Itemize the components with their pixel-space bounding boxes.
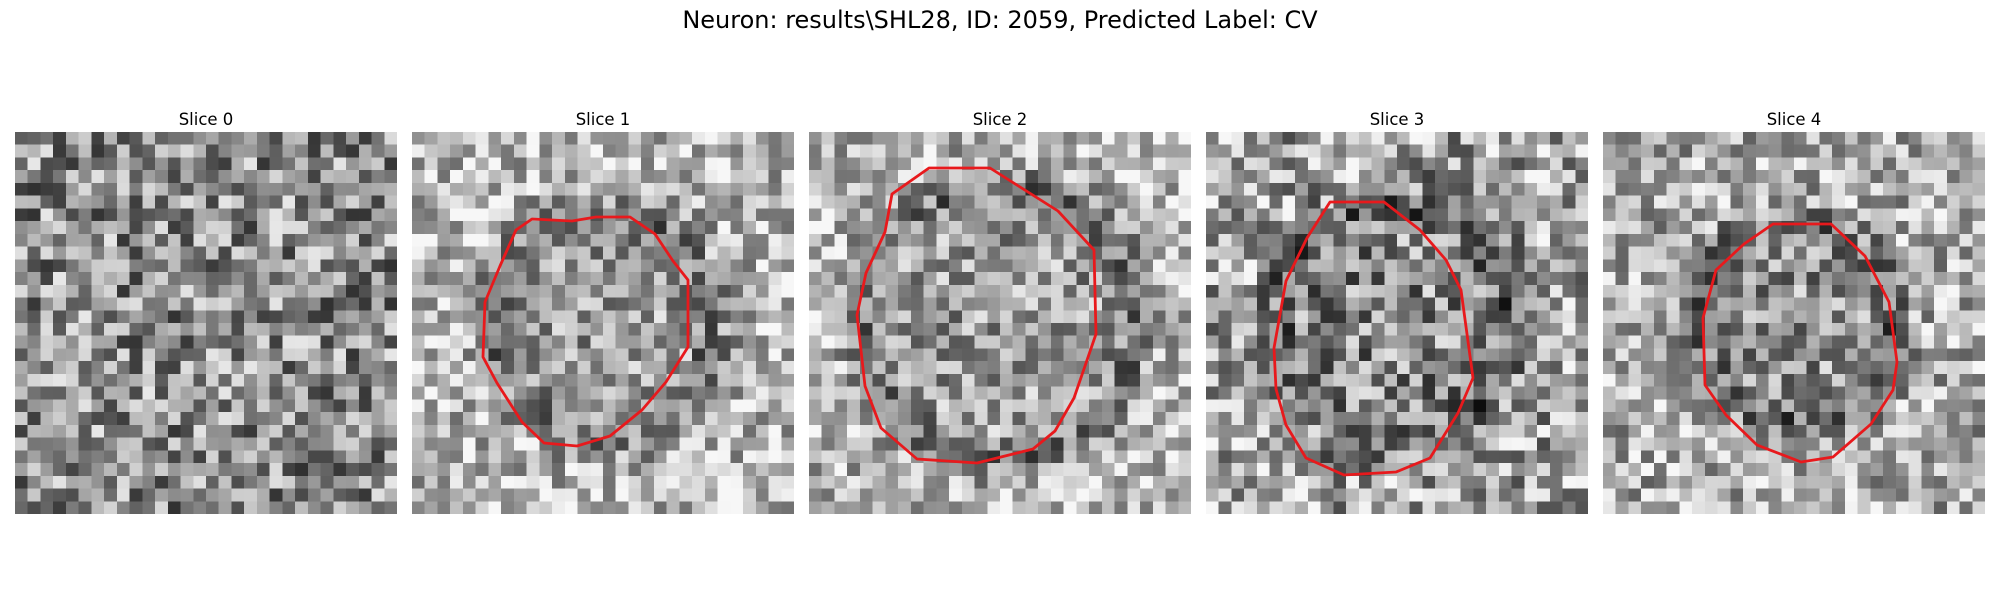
slice-panel-0: Slice 0 (15, 108, 397, 514)
slice-title: Slice 1 (575, 110, 631, 129)
slice-panel-1: Slice 1 (412, 108, 794, 514)
roi-contour (1272, 200, 1475, 477)
slice-image (412, 132, 794, 514)
slice-title: Slice 4 (1766, 110, 1822, 129)
roi-contour (855, 166, 1098, 465)
slice-image (1603, 132, 1985, 514)
slice-image (1206, 132, 1588, 514)
slice-title: Slice 0 (178, 110, 234, 129)
roi-contour (1701, 222, 1899, 464)
slice-image (809, 132, 1191, 514)
slice-title: Slice 3 (1369, 110, 1425, 129)
slice-panel-3: Slice 3 (1206, 108, 1588, 514)
roi-contour (481, 215, 690, 448)
slice-image (15, 132, 397, 514)
figure-title: Neuron: results\SHL28, ID: 2059, Predict… (682, 6, 1318, 34)
slice-panel-4: Slice 4 (1603, 108, 1985, 514)
slice-panel-2: Slice 2 (809, 108, 1191, 514)
slice-title: Slice 2 (972, 110, 1028, 129)
